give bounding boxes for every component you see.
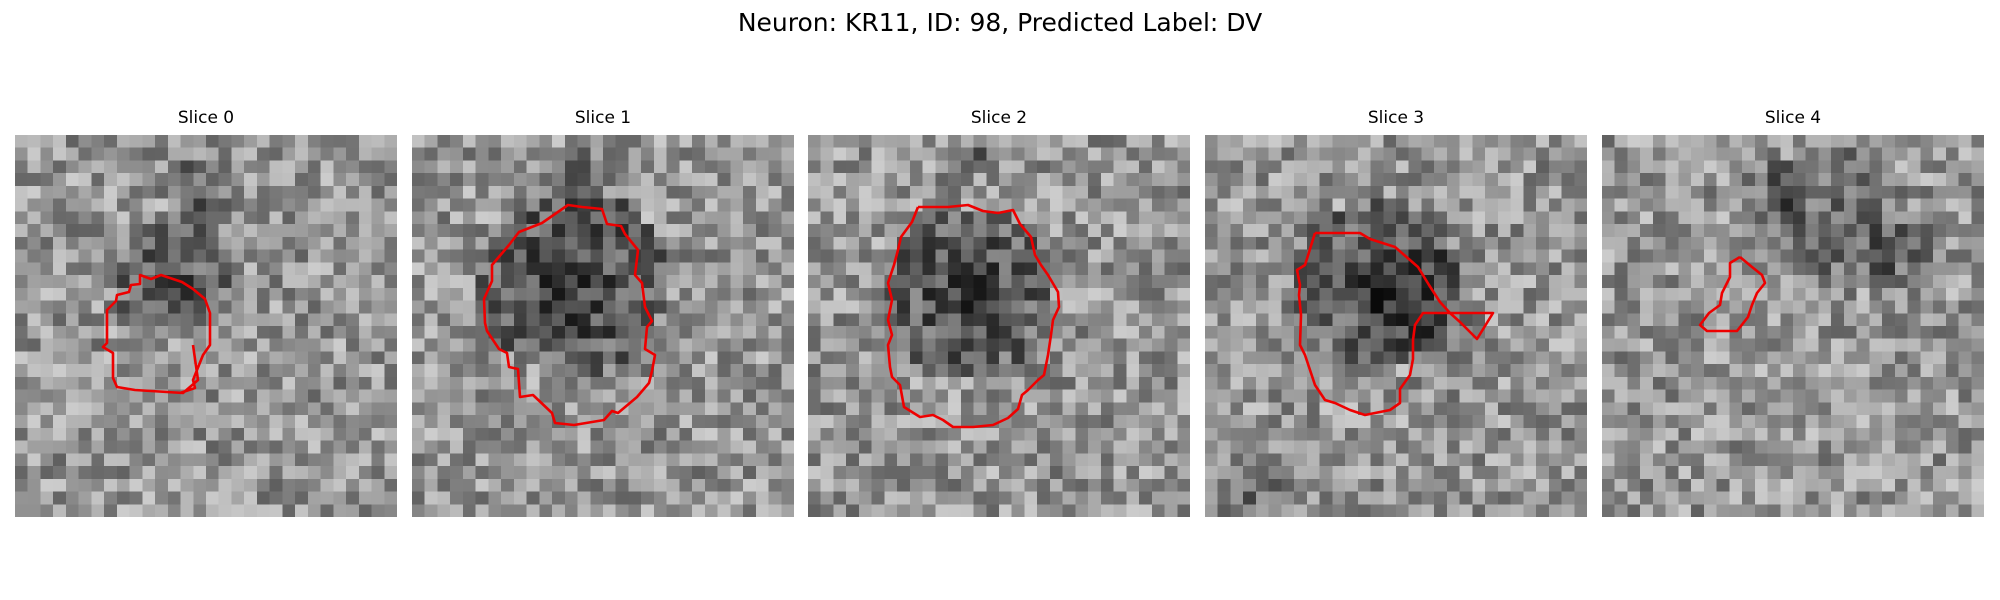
panel-title-slice-1: Slice 1: [574, 108, 632, 128]
slice-4-roi-contour: [1698, 255, 1767, 333]
slice-3-image: [1205, 135, 1587, 517]
panel-title-slice-4: Slice 4: [1764, 108, 1822, 128]
slice-3-roi-contour: [1295, 231, 1495, 417]
slice-2-roi-contour: [886, 203, 1061, 429]
figure-title: Neuron: KR11, ID: 98, Predicted Label: D…: [737, 8, 1263, 37]
slice-3-panel: [1205, 135, 1587, 517]
slice-4-image: [1602, 135, 1984, 517]
panel-title-slice-3: Slice 3: [1367, 108, 1425, 128]
slice-2-panel: [808, 135, 1190, 517]
panel-title-slice-0: Slice 0: [177, 108, 235, 128]
slice-0-panel: [15, 135, 397, 517]
slice-1-roi-contour: [482, 203, 657, 427]
slice-1-panel: [412, 135, 794, 517]
slice-0-roi-contour: [101, 273, 212, 395]
slice-1-image: [412, 135, 794, 517]
slice-0-image: [15, 135, 397, 517]
slice-2-image: [808, 135, 1190, 517]
panel-title-slice-2: Slice 2: [970, 108, 1028, 128]
slice-4-panel: [1602, 135, 1984, 517]
